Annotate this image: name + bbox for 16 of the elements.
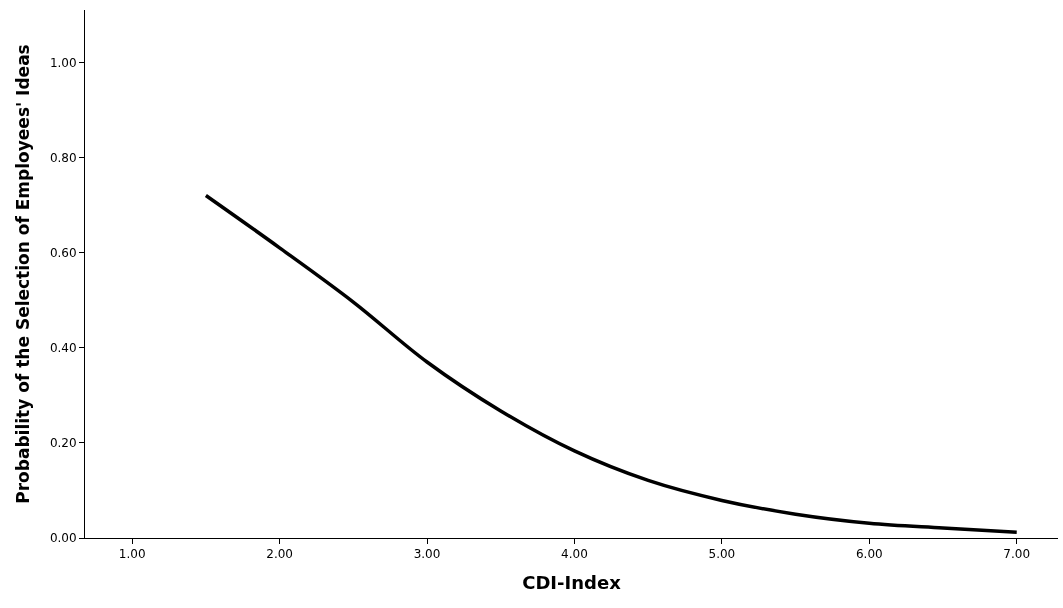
y-axis-title: Probability of the Selection of Employees' Ideas — [13, 44, 34, 504]
y-tick-label: 0.60 — [49, 245, 77, 260]
y-tick-label: 0.20 — [49, 436, 77, 451]
x-tick-label: 3.00 — [413, 547, 441, 562]
line-series — [204, 193, 1019, 535]
x-tick-label: 5.00 — [708, 547, 736, 562]
y-tick-label: 0.00 — [49, 531, 77, 546]
x-tick-label: 4.00 — [561, 547, 588, 562]
x-tick-label: 2.00 — [266, 547, 293, 562]
x-axis-title: CDI-Index — [522, 571, 622, 593]
x-tick-label: 7.00 — [1003, 547, 1031, 562]
y-tick-label: 0.40 — [49, 340, 77, 355]
y-tick-label: 1.00 — [49, 55, 77, 70]
y-tick-label: 0.80 — [49, 150, 77, 165]
x-tick-label: 6.00 — [855, 547, 883, 562]
x-tick-label: 1.00 — [118, 547, 146, 562]
